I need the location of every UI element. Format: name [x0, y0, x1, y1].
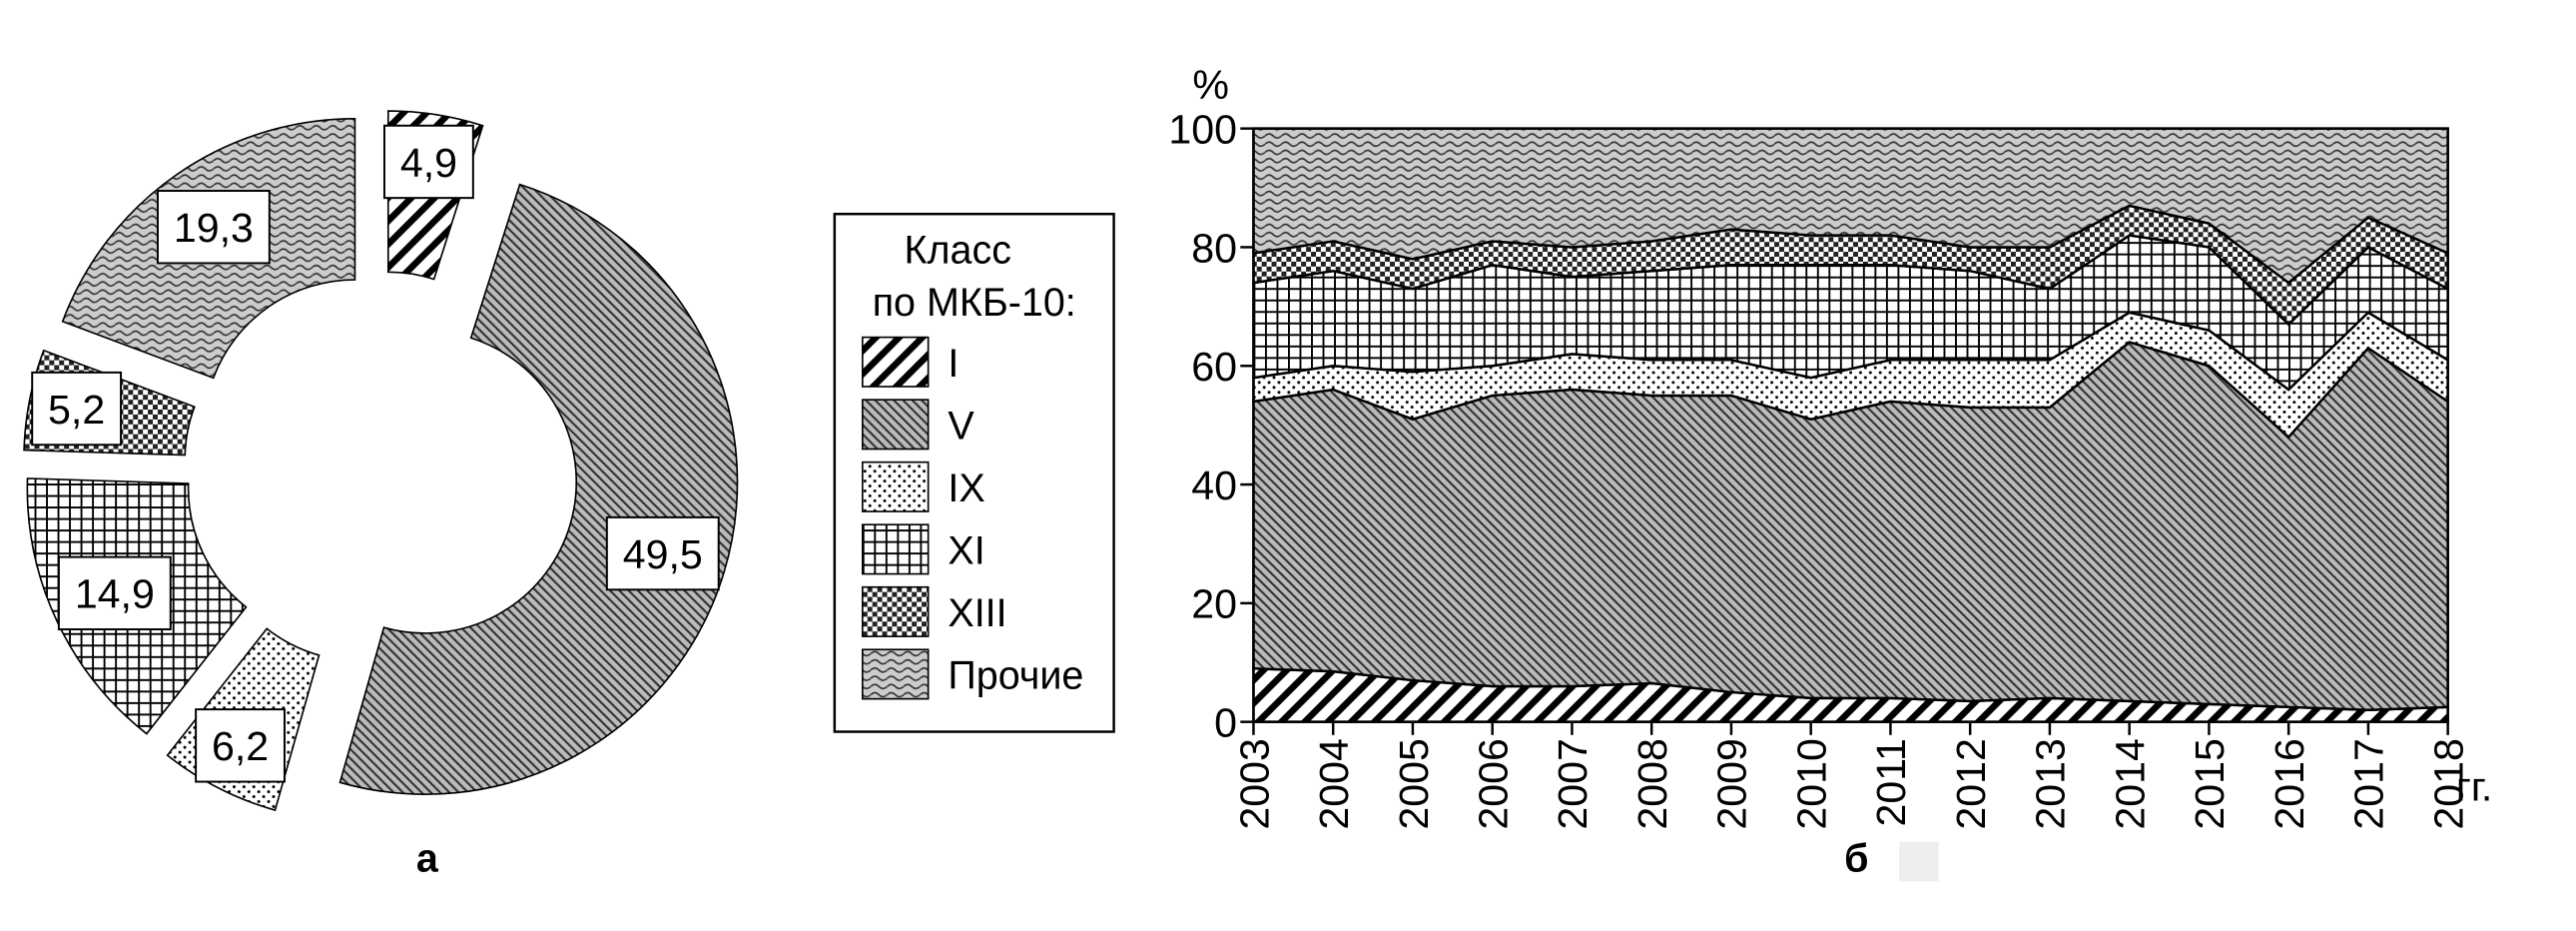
- x-tick-label: 2007: [1550, 738, 1596, 830]
- donut-chart: 4,9 49,5 6,2 14,9 5,2 19,3: [23, 110, 739, 812]
- legend-title: по МКБ-10:: [873, 281, 1076, 325]
- value-label: 5,2: [48, 387, 105, 433]
- x-tick-label: 2008: [1629, 738, 1675, 830]
- x-axis-label: гг.: [2456, 764, 2492, 810]
- y-tick-label: 80: [1191, 225, 1237, 271]
- legend: Класс по МКБ-10: IV IX XI XIII Прочие: [833, 212, 1115, 733]
- value-label: 14,9: [75, 571, 155, 617]
- legend-label: V: [948, 405, 974, 449]
- y-tick-label: 100: [1168, 106, 1237, 152]
- value-label: 6,2: [212, 723, 269, 769]
- legend-swatch: [862, 585, 930, 637]
- area-chart: 0 20 40 60 80 100 2003 2004 2005 2006 2007 2008 2009…: [1168, 62, 2492, 830]
- x-tick-label: 2017: [2346, 738, 2392, 830]
- legend-swatch: [862, 523, 930, 575]
- donut-segment: [338, 183, 739, 795]
- value-label-box: [31, 371, 123, 447]
- value-label-box: [383, 124, 474, 200]
- value-label-box: [195, 708, 286, 783]
- value-label: 19,3: [174, 205, 254, 251]
- y-axis-label: %: [1192, 62, 1229, 108]
- legend-label: Прочие: [948, 654, 1083, 698]
- value-label: 49,5: [623, 531, 703, 577]
- x-tick-label: 2014: [2107, 738, 2153, 830]
- x-tick-label: 2009: [1709, 738, 1755, 830]
- panel-label: а: [416, 836, 439, 880]
- panel-label: б: [1844, 836, 1868, 880]
- legend-swatch: [862, 461, 930, 512]
- legend-swatch: [862, 399, 930, 451]
- x-tick-label: 2005: [1391, 738, 1437, 830]
- legend-title: Класс: [905, 229, 1011, 273]
- legend-label: I: [948, 342, 959, 386]
- legend-label: IX: [948, 466, 984, 510]
- decoration: [1899, 841, 1939, 882]
- x-tick-label: 2010: [1788, 738, 1834, 830]
- value-label-box: [156, 190, 271, 265]
- y-tick-label: 20: [1191, 581, 1237, 627]
- x-tick-label: 2012: [1948, 738, 1994, 830]
- y-tick-label: 60: [1191, 344, 1237, 390]
- value-label: 4,9: [400, 140, 457, 186]
- legend-swatch: [862, 648, 930, 700]
- legend-swatch: [862, 336, 930, 388]
- legend-label: XI: [948, 529, 984, 573]
- x-tick-label: 2003: [1231, 738, 1277, 830]
- y-tick-label: 40: [1191, 463, 1237, 508]
- x-tick-label: 2015: [2187, 738, 2233, 830]
- x-tick-label: 2011: [1868, 738, 1914, 826]
- value-label-box: [57, 555, 172, 631]
- x-tick-label: 2004: [1311, 738, 1357, 830]
- x-tick-label: 2016: [2266, 738, 2312, 830]
- y-tick-label: 0: [1214, 699, 1237, 745]
- x-tick-label: 2013: [2028, 738, 2074, 830]
- x-tick-label: 2006: [1470, 738, 1516, 830]
- legend-label: XIII: [948, 591, 1006, 635]
- plot-frame: [1252, 127, 2449, 723]
- x-tick-label: 2018: [2425, 738, 2471, 830]
- value-label-box: [605, 515, 720, 591]
